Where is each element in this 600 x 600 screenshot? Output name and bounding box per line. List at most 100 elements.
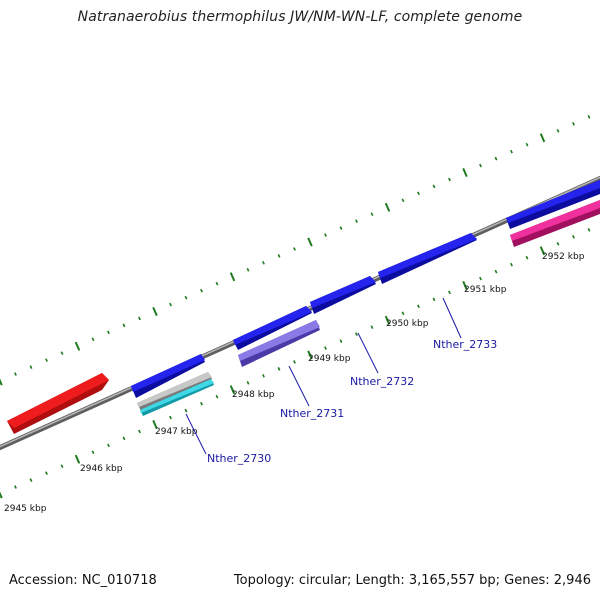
inner-tick-mark [384, 315, 391, 325]
outer-tick-mark [91, 337, 95, 342]
inner-tick-mark [556, 241, 560, 246]
outer-tick-mark [200, 288, 203, 293]
feature-gray[interactable] [137, 372, 212, 411]
outer-tick-mark [432, 184, 436, 189]
inner-tick-mark [60, 464, 64, 469]
outer-tick-mark [262, 261, 265, 265]
inner-tick-mark [229, 385, 236, 395]
outer-tick-mark [556, 128, 560, 133]
outer-tick-mark [539, 133, 546, 143]
inner-tick-mark [355, 332, 358, 336]
leader-line-2733 [442, 297, 462, 339]
gene-feature-blue-5[interactable] [506, 180, 600, 229]
outer-tick-track [0, 115, 591, 386]
leader-line-2732 [357, 332, 379, 374]
outer-tick-mark [277, 254, 281, 258]
inner-tick-mark [462, 280, 468, 291]
feature-purple[interactable] [238, 320, 320, 367]
gene-feature-red[interactable] [7, 373, 109, 434]
outer-tick-mark [355, 219, 358, 223]
inner-tick-mark [138, 429, 141, 434]
gene-label-nther-2733[interactable]: Nther_2733 [433, 338, 497, 351]
outer-tick-mark [339, 226, 343, 230]
feature-cyan[interactable] [140, 379, 214, 416]
map-title: Natranaerobius thermophilus JW/NM-WN-LF,… [77, 9, 523, 25]
outer-tick-mark [384, 202, 391, 212]
inner-tick-mark [539, 246, 546, 256]
kbp-label-2945: 2945 kbp [4, 504, 47, 514]
outer-tick-mark [74, 341, 81, 351]
inner-tick-mark [572, 235, 575, 239]
inner-tick-mark [510, 262, 513, 267]
inner-tick-mark [262, 374, 265, 378]
gene-feature-blue-2[interactable] [233, 306, 312, 350]
inner-tick-mark [417, 304, 420, 309]
inner-tick-mark [525, 255, 529, 260]
inner-tick-mark [45, 471, 48, 475]
inner-tick-mark [324, 346, 327, 350]
inner-tick-mark [152, 419, 158, 430]
inner-tick-mark [277, 367, 281, 371]
outer-tick-mark [293, 247, 296, 251]
kbp-label-2946: 2946 kbp [80, 464, 123, 474]
inner-tick-mark [169, 415, 172, 420]
inner-tick-mark [339, 339, 343, 343]
outer-tick-mark [122, 323, 126, 328]
leader-line-2731 [288, 365, 310, 407]
inner-tick-mark [246, 380, 250, 385]
inner-tick-mark [215, 394, 219, 399]
gene-label-nther-2730[interactable]: Nther_2730 [207, 452, 271, 465]
outer-tick-mark [587, 115, 591, 119]
outer-tick-mark [60, 351, 64, 356]
kbp-label-2948: 2948 kbp [232, 390, 275, 400]
kbp-label-2950: 2950 kbp [386, 319, 429, 329]
inner-tick-mark [587, 228, 591, 232]
outer-tick-mark [184, 295, 188, 300]
outer-tick-mark [510, 149, 513, 154]
inner-tick-mark [307, 350, 313, 360]
outer-tick-mark [324, 233, 327, 237]
kbp-label-2952: 2952 kbp [542, 252, 585, 262]
gene-feature-blue-3[interactable] [310, 276, 376, 314]
inner-tick-mark [14, 485, 17, 489]
genome-summary-text: Topology: circular; Length: 3,165,557 bp… [233, 573, 591, 588]
outer-tick-mark [138, 316, 141, 321]
inner-tick-mark [494, 269, 498, 274]
outer-tick-mark [29, 365, 33, 369]
outer-tick-mark [525, 142, 529, 147]
kbp-label-2949: 2949 kbp [308, 354, 351, 364]
kbp-label-group: 2945 kbp 2946 kbp 2947 kbp 2948 kbp 2949… [4, 252, 585, 514]
inner-tick-mark [0, 491, 3, 499]
inner-tick-mark [184, 408, 188, 413]
gene-label-nther-2731[interactable]: Nther_2731 [280, 407, 344, 420]
outer-tick-mark [229, 272, 236, 282]
leader-line-2730 [185, 413, 207, 455]
outer-tick-mark [494, 156, 498, 161]
accession-text: Accession: NC_010718 [9, 573, 157, 588]
outer-tick-mark [417, 191, 420, 196]
inner-tick-mark [200, 401, 203, 406]
outer-tick-mark [401, 198, 405, 203]
outer-tick-mark [107, 330, 110, 335]
kbp-label-2947: 2947 kbp [155, 427, 198, 437]
outer-tick-mark [0, 378, 3, 386]
inner-tick-mark [74, 454, 81, 464]
gene-label-group: Nther_2730 Nther_2731 Nther_2732 Nther_2… [207, 338, 497, 465]
inner-tick-mark [370, 325, 374, 330]
feature-track [7, 180, 600, 434]
gene-feature-blue-1[interactable] [131, 354, 205, 398]
gene-label-leaders [185, 297, 462, 455]
inner-tick-mark [293, 360, 296, 364]
outer-tick-mark [246, 267, 250, 272]
outer-tick-mark [448, 177, 451, 182]
outer-tick-mark [572, 122, 575, 126]
gene-feature-blue-4[interactable] [378, 233, 477, 284]
inner-tick-mark [401, 311, 405, 316]
outer-tick-mark [307, 237, 313, 247]
gene-label-nther-2732[interactable]: Nther_2732 [350, 375, 414, 388]
feature-pink[interactable] [510, 200, 600, 247]
outer-tick-mark [215, 281, 219, 286]
inner-tick-mark [107, 443, 110, 448]
